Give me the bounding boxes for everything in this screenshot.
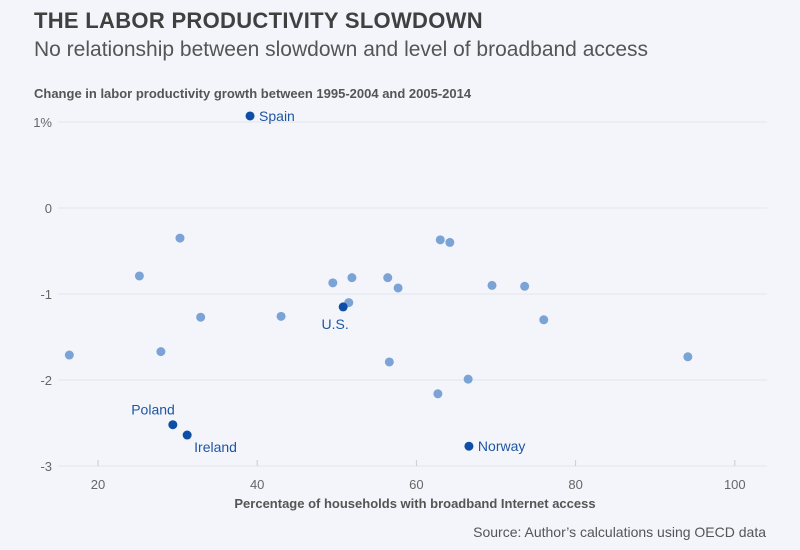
point-label: Spain: [259, 108, 295, 124]
data-point: [463, 374, 473, 384]
data-point: [433, 389, 443, 399]
data-point: [64, 350, 74, 360]
x-tick-label: 100: [724, 477, 746, 492]
y-axis-label: Change in labor productivity growth betw…: [34, 86, 472, 101]
y-tick-label: 0: [45, 201, 52, 216]
highlighted-point: [182, 430, 192, 440]
x-tick-label: 20: [91, 477, 105, 492]
data-point: [175, 233, 185, 243]
chart-subtitle: No relationship between slowdown and lev…: [34, 38, 649, 61]
x-tick-label: 60: [409, 477, 423, 492]
data-point: [683, 352, 693, 362]
data-point: [134, 271, 144, 281]
data-point: [328, 278, 338, 288]
point-label: Norway: [478, 438, 525, 454]
data-point: [520, 281, 530, 291]
y-tick-label: -1: [40, 287, 52, 302]
highlighted-point: [245, 111, 255, 121]
data-point: [347, 273, 357, 283]
data-point: [384, 357, 394, 367]
data-point: [487, 280, 497, 290]
x-tick-label: 80: [568, 477, 582, 492]
data-point: [435, 235, 445, 245]
y-tick-label: -3: [40, 459, 52, 474]
data-point: [383, 273, 393, 283]
y-tick-label: -2: [40, 373, 52, 388]
data-point: [196, 312, 206, 322]
data-point: [445, 237, 455, 247]
y-tick-label: 1%: [33, 115, 52, 130]
data-point: [539, 315, 549, 325]
highlighted-point: [464, 441, 474, 451]
point-label: U.S.: [322, 316, 349, 332]
x-axis-label: Percentage of households with broadband …: [234, 496, 596, 511]
x-tick-label: 40: [250, 477, 264, 492]
highlighted-point: [338, 302, 348, 312]
data-point: [156, 347, 166, 357]
highlighted-point: [168, 420, 178, 430]
data-point: [393, 283, 403, 293]
chart-title: THE LABOR PRODUCTIVITY SLOWDOWN: [34, 8, 483, 33]
data-point: [276, 311, 286, 321]
point-label: Poland: [131, 402, 175, 418]
point-label: Ireland: [194, 439, 237, 455]
source-note: Source: Author’s calculations using OECD…: [473, 524, 766, 540]
